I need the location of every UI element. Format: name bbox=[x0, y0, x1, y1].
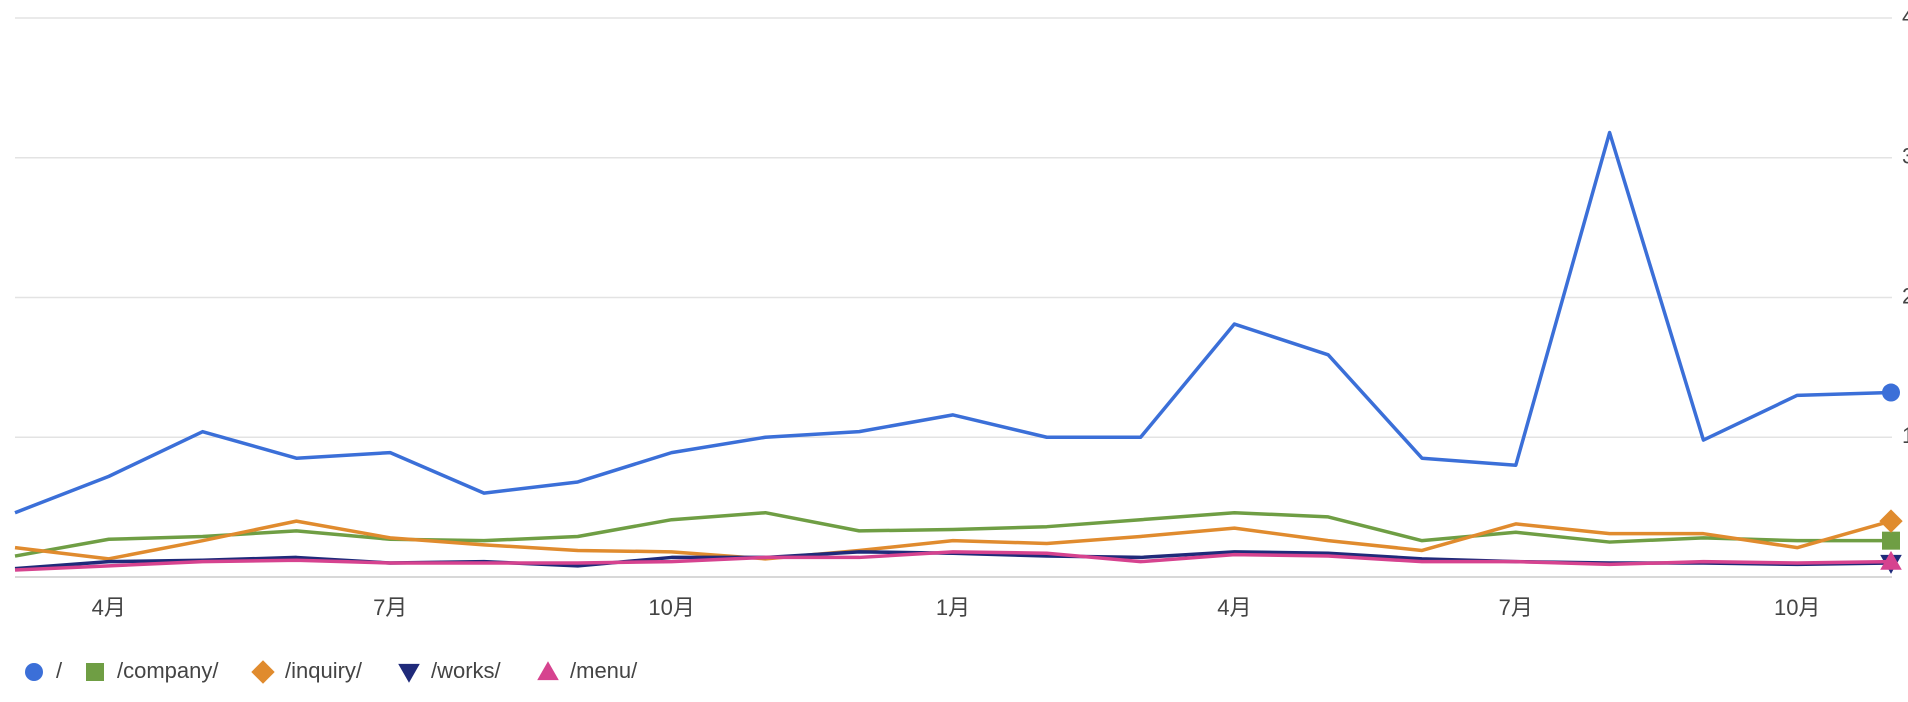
y-tick-label: 2 bbox=[1902, 283, 1908, 308]
end-marker bbox=[1882, 383, 1900, 402]
legend-marker bbox=[398, 663, 420, 683]
end-marker bbox=[1880, 550, 1902, 570]
series-line bbox=[14, 510, 1891, 558]
x-tick-label: 7月 bbox=[373, 595, 407, 620]
end-marker bbox=[1879, 509, 1903, 533]
legend-label: /works/ bbox=[431, 658, 502, 683]
x-tick-label: 1月 bbox=[936, 595, 970, 620]
series-line bbox=[14, 550, 1892, 572]
y-tick-label: 3 bbox=[1902, 144, 1908, 169]
x-tick-label: 10月 bbox=[1774, 595, 1820, 620]
legend-marker bbox=[86, 663, 104, 681]
y-tick-label: 4 bbox=[1902, 4, 1908, 29]
legend-label: / bbox=[56, 658, 63, 683]
y-tick-label: 1 bbox=[1902, 423, 1908, 448]
legend-label: /company/ bbox=[117, 658, 219, 683]
series-line bbox=[14, 519, 1892, 561]
legend-marker bbox=[251, 660, 275, 684]
legend-label: /menu/ bbox=[570, 658, 638, 683]
series-line bbox=[14, 130, 1892, 515]
x-tick-label: 10月 bbox=[648, 595, 694, 620]
end-marker bbox=[1882, 531, 1900, 550]
x-tick-label: 4月 bbox=[1217, 595, 1251, 620]
legend-label: /inquiry/ bbox=[285, 658, 363, 683]
x-tick-label: 7月 bbox=[1499, 595, 1533, 620]
x-tick-label: 4月 bbox=[92, 595, 126, 620]
legend-marker bbox=[25, 663, 43, 681]
legend-marker bbox=[537, 661, 559, 681]
